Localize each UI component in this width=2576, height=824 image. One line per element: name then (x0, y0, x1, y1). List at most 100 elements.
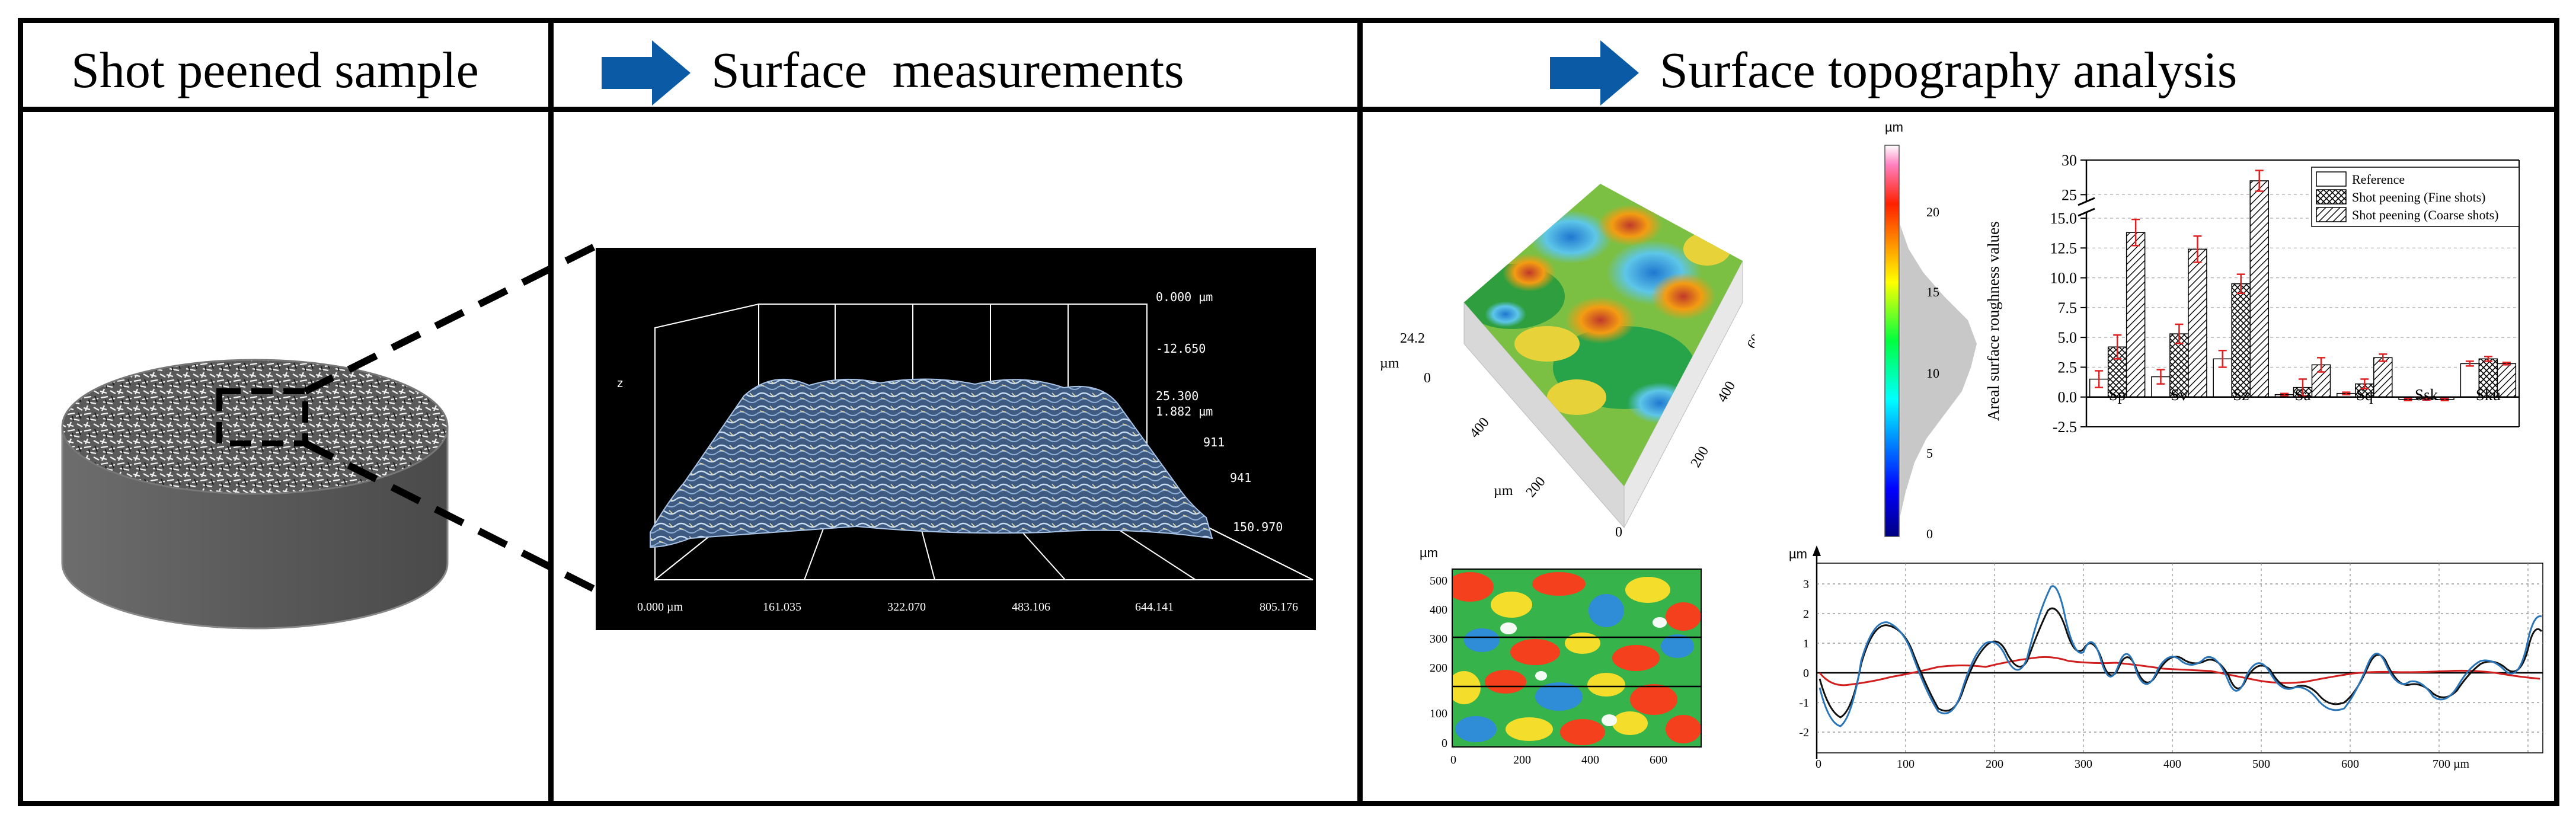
surface-z-value: 24.2 (1400, 331, 1425, 346)
x-tick: 322.070 (887, 601, 926, 614)
error-bar (2156, 369, 2165, 385)
heatmap-x-tick: 600 (1650, 753, 1667, 766)
height-profile-plot: µm 3 2 1 0 -1 -2 0 100 200 300 400 500 6… (1789, 545, 2543, 771)
heatmap-y-tick: 100 (1430, 707, 1447, 720)
colorbar-tick: 10 (1926, 366, 1939, 381)
x-tick: 161.035 (763, 601, 801, 614)
zlabel-1: 0.000 µm (1156, 290, 1213, 304)
colorbar-tick: 20 (1926, 205, 1939, 219)
header-divider (18, 107, 2555, 112)
error-bar (2317, 357, 2325, 373)
panel2-title: Surface measurements (711, 41, 1184, 98)
error-bar (2255, 170, 2264, 192)
zoom-line-top (303, 242, 597, 395)
profile-y-tick: 1 (1803, 637, 1809, 650)
zlabel-6: 941 (1230, 471, 1251, 485)
heatmap-y-tick: 400 (1430, 603, 1447, 617)
colorbar-tick: 15 (1926, 285, 1939, 299)
category-label: Sp (2109, 386, 2126, 404)
error-bar (2113, 334, 2122, 360)
profile-x-tick: 100 (1897, 758, 1915, 771)
profile-black (1818, 607, 2543, 718)
heightmap-2d: µm (1420, 545, 1702, 766)
y-tick-label: 7.5 (2058, 299, 2078, 317)
height-histogram (1900, 225, 1977, 516)
surface-y-tick: 600 (1744, 325, 1754, 352)
profile-blue (1818, 585, 2542, 727)
heatmap-x-tick: 400 (1581, 753, 1599, 766)
error-bar (2175, 323, 2184, 344)
profile-x-tick: 300 (2075, 758, 2092, 771)
error-bar (2236, 273, 2245, 295)
error-bar (2193, 235, 2202, 263)
error-bar (2379, 353, 2388, 362)
y-tick-label: 12.5 (2050, 239, 2078, 257)
heatmap-x-tick: 200 (1513, 753, 1531, 766)
bar (2126, 232, 2146, 398)
side-label: 150.970 (1233, 520, 1283, 534)
heatmap-x-tick: 0 (1450, 753, 1456, 766)
axis-break-mark (2078, 197, 2095, 217)
category-label: Sq (2356, 386, 2373, 404)
bar (2231, 283, 2251, 398)
profile-y-tick: 3 (1803, 578, 1809, 591)
y-tick-label: 5.0 (2058, 329, 2078, 346)
error-bar (2299, 378, 2307, 397)
roughness-bar-chart: Areal surface roughness values 30 25 15.0 1… (1984, 152, 2520, 436)
profile-x-tick: 200 (1986, 758, 2003, 771)
surface-3d-plot: 24.2 0 µm 400 200 0 µm 200 400 600 µm (1380, 184, 1754, 540)
measured-surface (650, 378, 1213, 548)
colorbar-tick: 0 (1926, 526, 1933, 541)
right-arrow-icon (1550, 40, 1639, 106)
x-tick: 644.141 (1135, 601, 1174, 614)
profile-unit: µm (1789, 547, 1807, 561)
colorbar: µm 20 15 10 5 0 (1884, 120, 1977, 541)
profile-red (1818, 656, 2540, 686)
colorbar-unit: µm (1885, 120, 1903, 135)
x-tick: 0.000 µm (637, 601, 683, 614)
profile-x-tick: 0 (1816, 758, 1821, 771)
heatmap-y-tick: 0 (1442, 737, 1447, 750)
x-tick: 483.106 (1012, 601, 1050, 614)
error-bar (2484, 356, 2492, 362)
colorbar-tick: 5 (1926, 446, 1933, 461)
divider-1 (548, 18, 554, 806)
zoom-box (216, 388, 308, 446)
profile-y-tick: 2 (1803, 608, 1809, 621)
profile-y-tick: -1 (1799, 697, 1809, 710)
sample-cylinder (61, 242, 597, 630)
error-bar (2218, 350, 2227, 368)
zoom-line-bottom (303, 440, 597, 593)
x-tick: 805.176 (1260, 601, 1298, 614)
surface-y-tick: 200 (1688, 444, 1712, 470)
surface-origin: 0 (1615, 525, 1622, 540)
y-axis-label: Areal surface roughness values (1984, 221, 2002, 421)
profile-x-tick: 400 (2163, 758, 2181, 771)
legend-label: Reference (2352, 172, 2405, 187)
y-tick-label: 2.5 (2058, 359, 2078, 376)
surface-x-unit: µm (1494, 483, 1513, 499)
category-label: Sz (2233, 386, 2249, 404)
error-bar (2465, 360, 2474, 367)
surface-x-tick: 400 (1467, 415, 1492, 441)
legend-label: Shot peening (Fine shots) (2352, 190, 2486, 205)
error-bar (2095, 370, 2104, 388)
surface-z-zero: 0 (1424, 371, 1431, 386)
profile-x-tick: 500 (2252, 758, 2270, 771)
panel3-title: Surface topography analysis (1660, 41, 2238, 98)
surface-x-tick: 200 (1523, 474, 1549, 500)
legend-swatch (2316, 189, 2347, 205)
error-bar (2440, 397, 2449, 402)
measurement-view: 0.000 µm -12.650 25.300 1.882 µm 911 941… (596, 248, 1316, 630)
bar (2188, 248, 2207, 398)
outer-frame (18, 18, 2559, 806)
bar (2249, 180, 2269, 398)
error-bar (2280, 392, 2289, 397)
profile-x-tick: 600 (2341, 758, 2359, 771)
y-tick-label: -2.5 (2053, 419, 2077, 436)
heatmap-y-tick: 300 (1430, 633, 1447, 646)
y-tick-label: 30 (2062, 152, 2077, 169)
profile-y-tick: 0 (1803, 667, 1809, 680)
y-tick-label: 15.0 (2050, 210, 2078, 227)
heatmap-unit: µm (1420, 545, 1438, 560)
